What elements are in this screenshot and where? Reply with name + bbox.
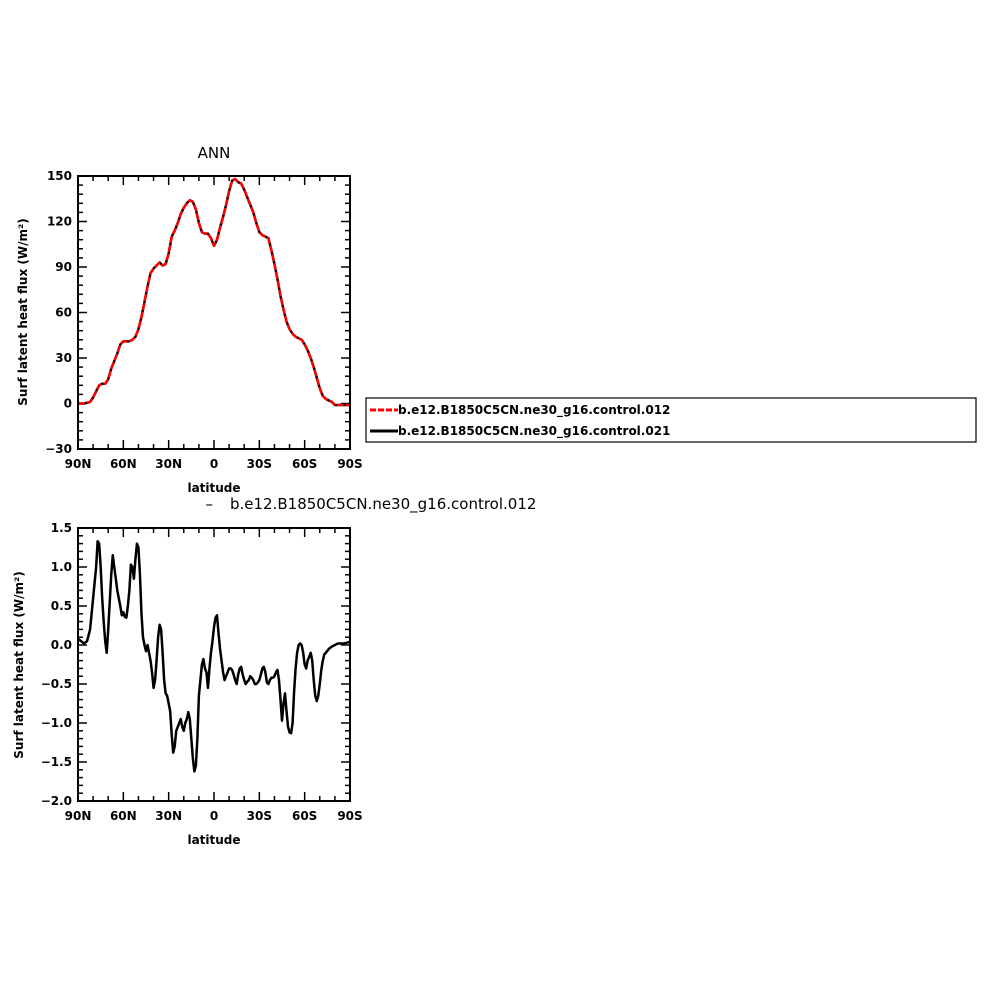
y-tick-label: 1.5 xyxy=(51,521,72,535)
legend-box xyxy=(365,397,977,443)
legend-label-021: b.e12.B1850C5CN.ne30_g16.control.021 xyxy=(398,424,670,439)
top-chart: ANN 90N 60N 30N 0 30S 60S 90S−300306090120150 … xyxy=(16,144,363,495)
x-tick-label: 30N xyxy=(155,457,182,471)
bottom-chart-ticks: 90N 60N 30N 0 30S 60S 90S −2.0 −1.5 −1.0 −0.5 0.0 0.… xyxy=(41,521,363,823)
y-tick-label: 0.0 xyxy=(51,638,72,652)
x-tick-label: 30N xyxy=(155,809,182,823)
bottom-chart: – b.e12.B1850C5CN.ne30_g16.control.012 9… xyxy=(12,495,536,847)
x-tick-label: 90S xyxy=(337,809,362,823)
top-chart-frame xyxy=(77,175,351,450)
x-tick-label: 90S xyxy=(337,457,362,471)
y-tick-label: 90 xyxy=(55,260,72,274)
x-tick-label: 90N xyxy=(65,457,92,471)
top-chart-title: ANN xyxy=(198,144,231,162)
x-tick-label: 0 xyxy=(210,809,218,823)
top-chart-xlabel: latitude xyxy=(187,481,240,495)
bottom-chart-series xyxy=(77,540,351,773)
y-tick-label: 0 xyxy=(64,397,72,411)
bottom-chart-title-marker: – xyxy=(206,495,214,513)
x-tick-label: 30S xyxy=(247,457,272,471)
y-tick-label: −30 xyxy=(45,442,72,456)
legend: b.e12.B1850C5CN.ne30_g16.control.012 b.e… xyxy=(365,397,977,443)
bottom-chart-xlabel: latitude xyxy=(187,833,240,847)
bottom-chart-title: b.e12.B1850C5CN.ne30_g16.control.012 xyxy=(230,495,536,514)
x-tick-label: 90N xyxy=(65,809,92,823)
x-tick-label: 60N xyxy=(110,809,137,823)
x-tick-label: 60S xyxy=(292,457,317,471)
bottom-chart-frame xyxy=(77,527,351,802)
y-tick-label: 120 xyxy=(47,215,72,229)
x-tick-label: 0 xyxy=(210,457,218,471)
x-tick-label: 60N xyxy=(110,457,137,471)
y-tick-label: 60 xyxy=(55,306,72,320)
x-tick-label: 60S xyxy=(292,809,317,823)
top-chart-ylabel: Surf latent heat flux (W/m²) xyxy=(16,218,30,405)
y-tick-label: −1.5 xyxy=(41,755,72,769)
series-line-difference xyxy=(77,540,351,773)
bottom-chart-ylabel: Surf latent heat flux (W/m²) xyxy=(12,571,26,758)
y-tick-label: −1.0 xyxy=(41,716,72,730)
y-tick-label: 30 xyxy=(55,351,72,365)
y-tick-label: −0.5 xyxy=(41,677,72,691)
y-tick-label: −2.0 xyxy=(41,794,72,808)
y-tick-label: 0.5 xyxy=(51,599,72,613)
series-line-012 xyxy=(78,177,350,407)
x-tick-label: 30S xyxy=(247,809,272,823)
legend-label-012: b.e12.B1850C5CN.ne30_g16.control.012 xyxy=(398,403,670,418)
y-tick-label: 1.0 xyxy=(51,560,72,574)
y-tick-label: 150 xyxy=(47,169,72,183)
top-chart-series xyxy=(78,177,350,407)
